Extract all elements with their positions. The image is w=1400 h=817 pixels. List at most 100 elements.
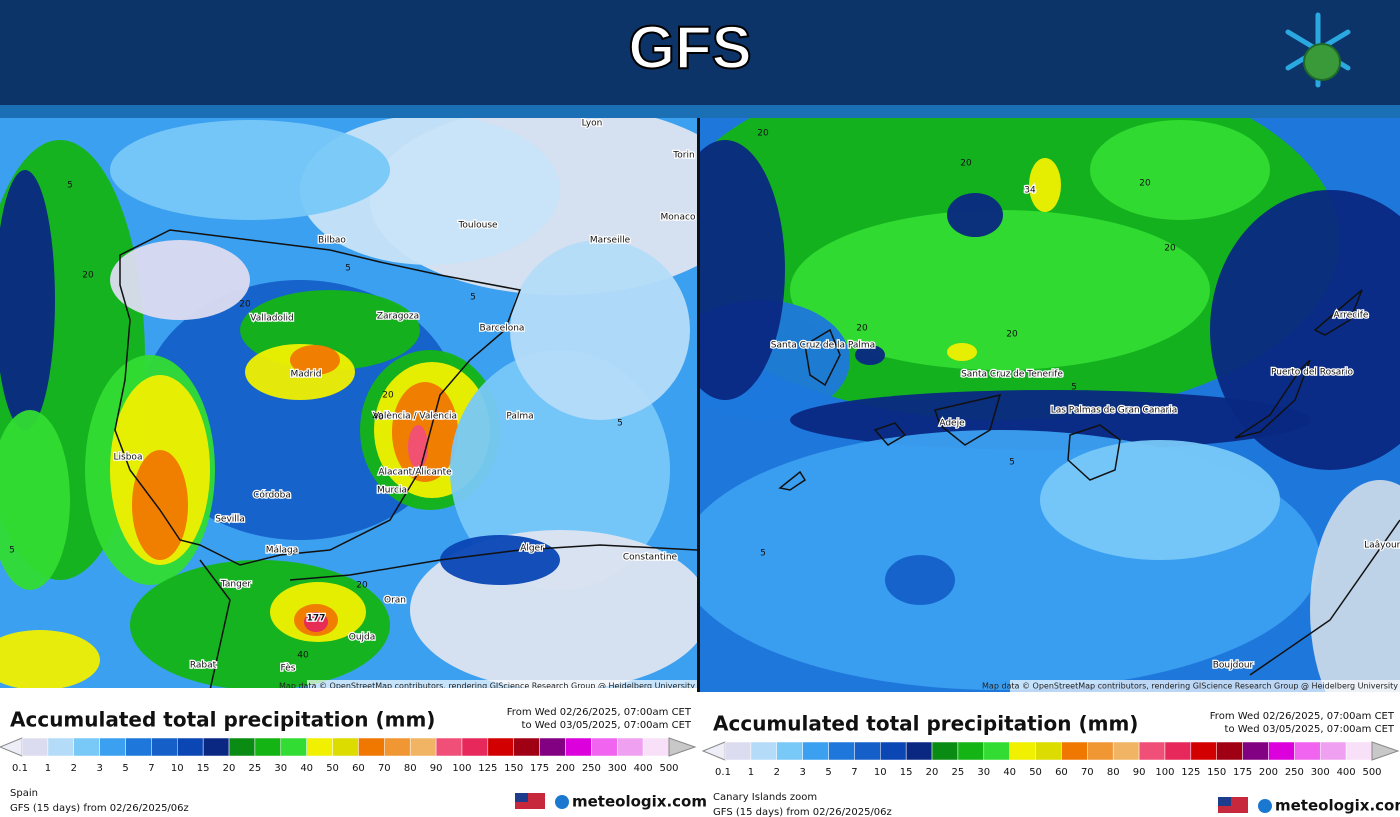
legend-label: 400 [634, 763, 653, 774]
place-label: Lisboa [114, 453, 143, 463]
legend-arrow-right [668, 737, 697, 757]
place-label: Murcia [377, 486, 407, 496]
place-label: Fès [281, 663, 296, 674]
date-to: to Wed 03/05/2025, 07:00am CET [1225, 724, 1395, 735]
precip-area [110, 120, 390, 220]
place-label: Boujdour [1213, 661, 1254, 671]
legend-swatch [487, 737, 514, 757]
legend-label: 3 [799, 767, 805, 778]
legend-label: 150 [504, 763, 523, 774]
contour-label: 20 [757, 129, 769, 139]
precip-area [304, 612, 328, 632]
legend-label: 80 [404, 763, 417, 774]
legend-label: 20 [926, 767, 939, 778]
legend-label: 175 [1233, 767, 1252, 778]
legend-swatch [854, 741, 881, 761]
legend-label: 20 [223, 763, 236, 774]
legend-label: 40 [1003, 767, 1016, 778]
map: Lyon Torin Toulouse Monaco Bilbao Marseille Va… [0, 118, 697, 688]
legend-swatch [280, 737, 307, 757]
legend-swatch [358, 737, 385, 757]
date-to: to Wed 03/05/2025, 07:00am CET [522, 720, 692, 731]
place-label: Córdoba [253, 490, 291, 501]
legend-swatch [254, 737, 282, 757]
legend-swatch [47, 737, 75, 757]
legend-swatch [202, 737, 230, 757]
legend-swatch [1112, 741, 1140, 761]
precip-area [0, 410, 70, 590]
legend-label: 2 [774, 767, 780, 778]
place-label: Barcelona [480, 324, 525, 334]
legend-label: 125 [1181, 767, 1200, 778]
legend-label: 40 [300, 763, 313, 774]
place-label: Valladolid [250, 314, 293, 324]
logo [1285, 12, 1351, 88]
legend-label: 50 [1029, 767, 1042, 778]
legend-swatch [957, 741, 985, 761]
legend-label: 500 [1362, 767, 1381, 778]
legend-label: 70 [378, 763, 391, 774]
place-label: Palma [506, 412, 533, 422]
place-label: Madrid [291, 370, 322, 380]
brand-icon [1258, 799, 1272, 813]
region-label: Canary Islands zoom [713, 792, 817, 803]
legend-label: 90 [430, 763, 443, 774]
legend-swatch [1294, 741, 1321, 761]
precip-area [790, 210, 1210, 370]
legend-label: 200 [1259, 767, 1278, 778]
legend-swatch [931, 741, 959, 761]
legend-label: 5 [825, 767, 831, 778]
legend-label: 175 [530, 763, 549, 774]
precip-area [290, 345, 340, 375]
contour-label: 20 [960, 159, 972, 169]
legend-label: 30 [274, 763, 287, 774]
precip-area [440, 535, 560, 585]
legend-swatch [384, 737, 411, 757]
place-label: Monaco [661, 213, 696, 223]
legend-label: 80 [1107, 767, 1120, 778]
legend-label: 125 [478, 763, 497, 774]
legend-label: 500 [659, 763, 678, 774]
date-from: From Wed 02/26/2025, 07:00am CET [1210, 711, 1395, 722]
contour-label: 20 [1139, 179, 1151, 189]
place-label: Torin [672, 151, 694, 161]
contour-label: 5 [470, 293, 476, 303]
legend-swatch [565, 737, 592, 757]
legend-label: 10 [171, 763, 184, 774]
precip-area [1029, 158, 1061, 212]
contour-label: 5 [617, 419, 623, 429]
legend-label: 7 [851, 767, 857, 778]
contour-label: 5 [345, 264, 351, 274]
flag-canton [515, 793, 528, 802]
legend-swatch [1319, 741, 1347, 761]
credit-bg [307, 680, 697, 688]
legend-swatch [983, 741, 1010, 761]
legend-label: 200 [556, 763, 575, 774]
brand: meteologix.com [1275, 797, 1400, 815]
legend-label: 1 [45, 763, 51, 774]
contour-label: 20 [356, 581, 368, 591]
contour-label: 5 [67, 181, 73, 191]
legend-label: 25 [952, 767, 965, 778]
legend-swatch [1087, 741, 1114, 761]
legend-swatch [1345, 741, 1373, 761]
place-label: Laâyoune [1364, 541, 1400, 551]
legend-arrow-left [0, 737, 23, 757]
place-label: 34 [1024, 186, 1036, 196]
legend-swatch [21, 737, 49, 757]
legend-label: 90 [1133, 767, 1146, 778]
place-label: Puerto del Rosario [1271, 368, 1353, 378]
legend-label: 100 [1155, 767, 1174, 778]
contour-label: 40 [297, 651, 309, 661]
place-label: Las Palmas de Gran Canaria [1051, 406, 1178, 416]
place-label: Oran [384, 596, 406, 606]
legend-swatch [1164, 741, 1192, 761]
legend-swatch [228, 737, 256, 757]
legend-label: 60 [1055, 767, 1068, 778]
legend-swatch [99, 737, 126, 757]
place-label: Zaragoza [377, 312, 419, 322]
legend-label: 150 [1207, 767, 1226, 778]
legend-label: 7 [148, 763, 154, 774]
contour-label: 20 [856, 324, 868, 334]
contour-label: 20 [1164, 244, 1176, 254]
